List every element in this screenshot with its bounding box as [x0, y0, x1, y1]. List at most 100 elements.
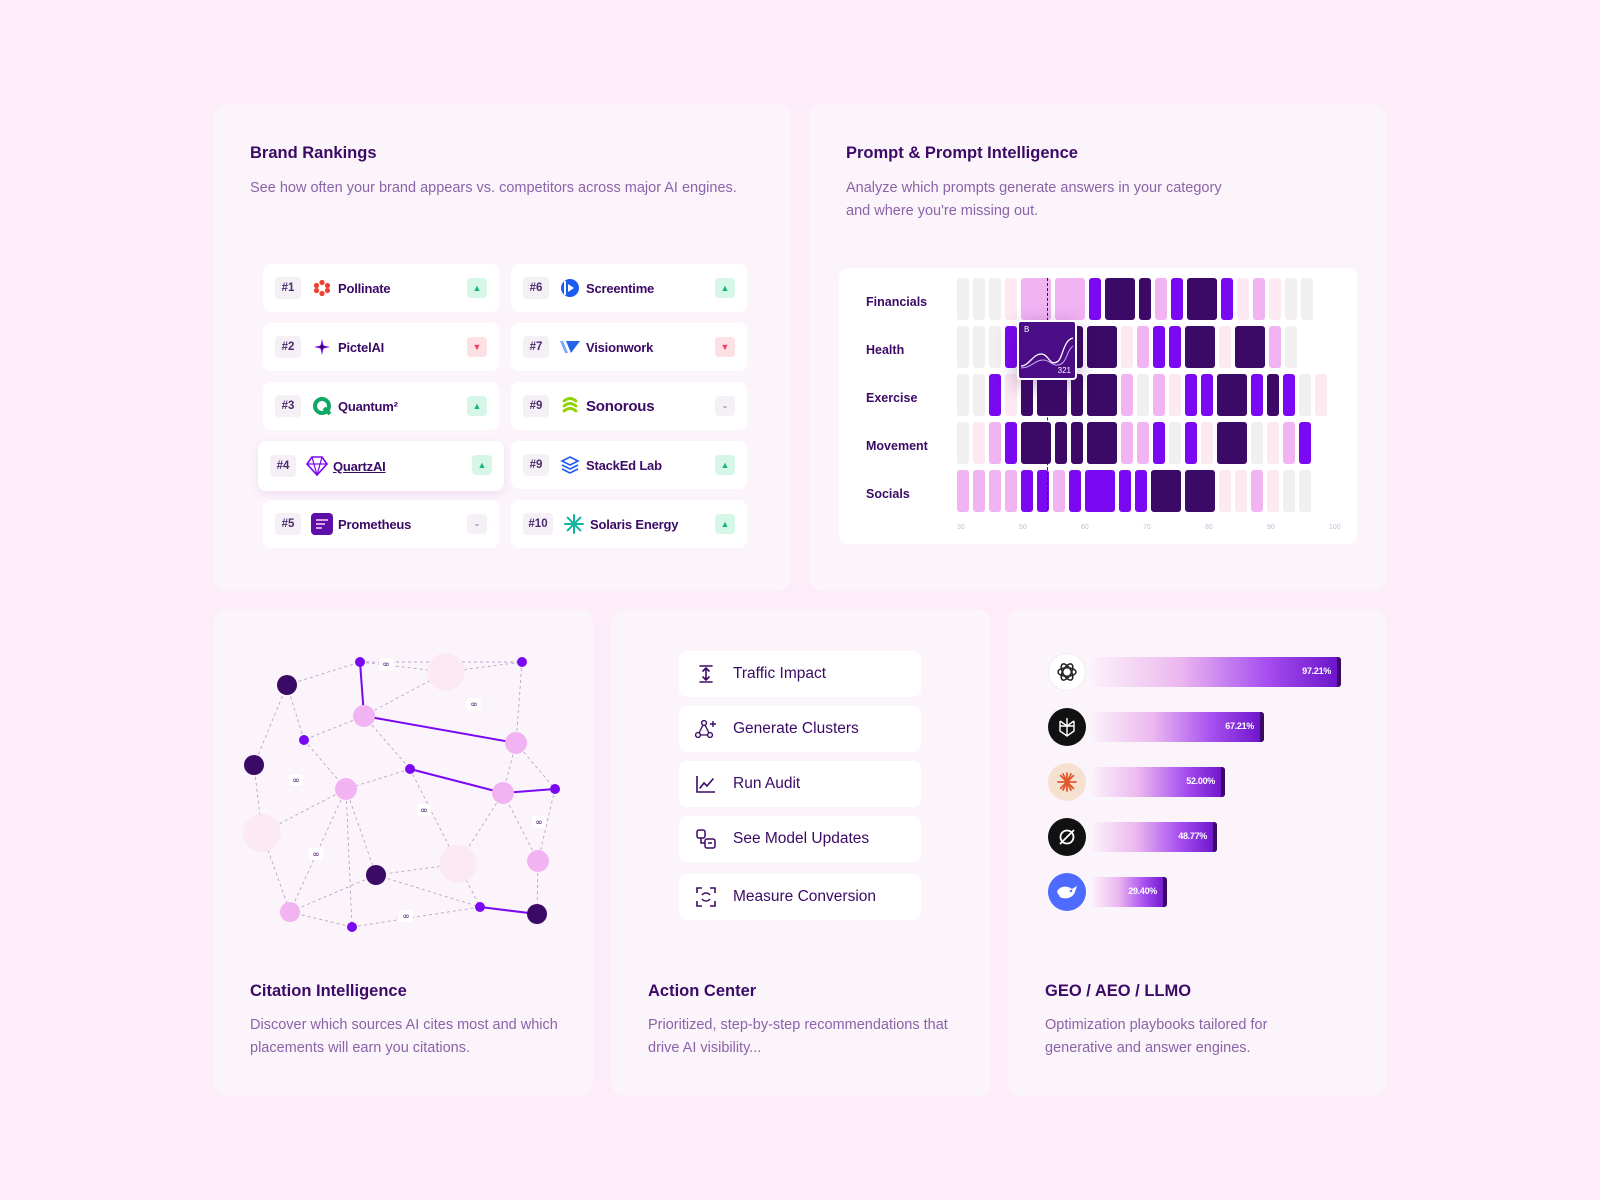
brand-rank-row[interactable]: #9 Sonorous - [511, 382, 747, 430]
heatmap-cell[interactable] [1185, 374, 1197, 416]
heatmap-cell[interactable] [1137, 326, 1149, 368]
heatmap-cell[interactable] [1285, 278, 1297, 320]
heatmap-cell[interactable] [1185, 470, 1215, 512]
heatmap-cell[interactable] [1137, 374, 1149, 416]
heatmap-cell[interactable] [1087, 326, 1117, 368]
heatmap-cell[interactable] [1153, 326, 1165, 368]
see-model-updates-button[interactable]: See Model Updates [679, 816, 921, 862]
measure-conversion-button[interactable]: Measure Conversion [679, 874, 921, 920]
heatmap-cell[interactable] [1005, 278, 1017, 320]
heatmap-cell[interactable] [1219, 470, 1231, 512]
heatmap-cell[interactable] [1053, 470, 1065, 512]
heatmap-cell[interactable] [989, 278, 1001, 320]
heatmap-cell[interactable] [1021, 422, 1051, 464]
heatmap-cell[interactable] [1121, 326, 1133, 368]
network-node[interactable] [439, 845, 477, 883]
heatmap-cell[interactable] [1071, 422, 1083, 464]
run-audit-button[interactable]: Run Audit [679, 761, 921, 807]
network-node[interactable] [299, 735, 309, 745]
heatmap-cell[interactable] [973, 470, 985, 512]
heatmap-cell[interactable] [1089, 278, 1101, 320]
heatmap-cell[interactable] [989, 374, 1001, 416]
brand-rank-row[interactable]: #3 Quantum² ▲ [263, 382, 499, 430]
heatmap-cell[interactable] [1267, 422, 1279, 464]
heatmap-cell[interactable] [1121, 374, 1133, 416]
heatmap-cell[interactable] [1139, 278, 1151, 320]
network-node[interactable] [277, 675, 297, 695]
heatmap-cell[interactable] [973, 422, 985, 464]
heatmap-cell[interactable] [1005, 374, 1017, 416]
heatmap-cell[interactable] [1237, 278, 1249, 320]
heatmap-cell[interactable] [1299, 470, 1311, 512]
network-node[interactable] [335, 778, 357, 800]
heatmap-cell[interactable] [1155, 278, 1167, 320]
brand-rank-row[interactable]: #10 Solaris Energy ▲ [511, 500, 747, 548]
heatmap-cell[interactable] [957, 422, 969, 464]
heatmap-cell[interactable] [1169, 374, 1181, 416]
heatmap-cell[interactable] [1069, 470, 1081, 512]
heatmap-cell[interactable] [1283, 374, 1295, 416]
brand-rank-row[interactable]: #6 Screentime ▲ [511, 264, 747, 312]
heatmap-cell[interactable] [957, 374, 969, 416]
heatmap-cell[interactable] [1201, 374, 1213, 416]
heatmap-cell[interactable] [1299, 422, 1311, 464]
network-node[interactable] [527, 850, 549, 872]
heatmap-cell[interactable] [1267, 470, 1279, 512]
heatmap-cell[interactable] [957, 470, 969, 512]
brand-rank-row[interactable]: #4 QuartzAI ▲ [258, 441, 504, 491]
generate-clusters-button[interactable]: Generate Clusters [679, 706, 921, 752]
heatmap-cell[interactable] [1021, 374, 1033, 416]
network-node[interactable] [427, 653, 465, 691]
heatmap-cell[interactable] [1251, 422, 1263, 464]
heatmap-cell[interactable] [1037, 470, 1049, 512]
heatmap-cell[interactable] [1201, 422, 1213, 464]
heatmap-cell[interactable] [1221, 278, 1233, 320]
heatmap-cell[interactable] [1135, 470, 1147, 512]
heatmap-cell[interactable] [1219, 326, 1231, 368]
network-node[interactable] [475, 902, 485, 912]
heatmap-cell[interactable] [1119, 470, 1131, 512]
heatmap-cell[interactable] [1267, 374, 1279, 416]
network-node[interactable] [243, 814, 281, 852]
heatmap-cell[interactable] [1105, 278, 1135, 320]
heatmap-cell[interactable] [1251, 470, 1263, 512]
heatmap-cell[interactable] [1253, 278, 1265, 320]
network-node[interactable] [244, 755, 264, 775]
heatmap-cell[interactable] [1055, 422, 1067, 464]
heatmap-cell[interactable] [1005, 422, 1017, 464]
network-node[interactable] [366, 865, 386, 885]
heatmap-cell[interactable] [1087, 422, 1117, 464]
heatmap-cell[interactable] [957, 326, 969, 368]
heatmap-cell[interactable] [1037, 374, 1067, 416]
heatmap-cell[interactable] [1137, 422, 1149, 464]
heatmap-cell[interactable] [989, 470, 1001, 512]
brand-rank-row[interactable]: #1 Pollinate ▲ [263, 264, 499, 312]
heatmap-cell[interactable] [1217, 374, 1247, 416]
heatmap-cell[interactable] [973, 278, 985, 320]
heatmap-cell[interactable] [1121, 422, 1133, 464]
heatmap-cell[interactable] [1315, 374, 1327, 416]
heatmap-cell[interactable] [1021, 278, 1051, 320]
heatmap-cell[interactable] [1153, 422, 1165, 464]
heatmap-cell[interactable] [1171, 278, 1183, 320]
heatmap-cell[interactable] [1283, 422, 1295, 464]
network-node[interactable] [492, 782, 514, 804]
heatmap-cell[interactable] [1235, 470, 1247, 512]
heatmap-cell[interactable] [1169, 422, 1181, 464]
heatmap-cell[interactable] [1169, 326, 1181, 368]
heatmap-cell[interactable] [1055, 278, 1085, 320]
heatmap-cell[interactable] [1269, 278, 1281, 320]
brand-rank-row[interactable]: #7 Visionwork ▼ [511, 323, 747, 371]
network-node[interactable] [280, 902, 300, 922]
heatmap-cell[interactable] [1085, 470, 1115, 512]
heatmap-cell[interactable] [1285, 326, 1297, 368]
heatmap-cell[interactable] [1283, 470, 1295, 512]
heatmap-cell[interactable] [1151, 470, 1181, 512]
network-node[interactable] [347, 922, 357, 932]
heatmap-cell[interactable] [957, 278, 969, 320]
network-node[interactable] [505, 732, 527, 754]
heatmap-cell[interactable] [1217, 422, 1247, 464]
network-node[interactable] [527, 904, 547, 924]
network-node[interactable] [517, 657, 527, 667]
network-node[interactable] [550, 784, 560, 794]
